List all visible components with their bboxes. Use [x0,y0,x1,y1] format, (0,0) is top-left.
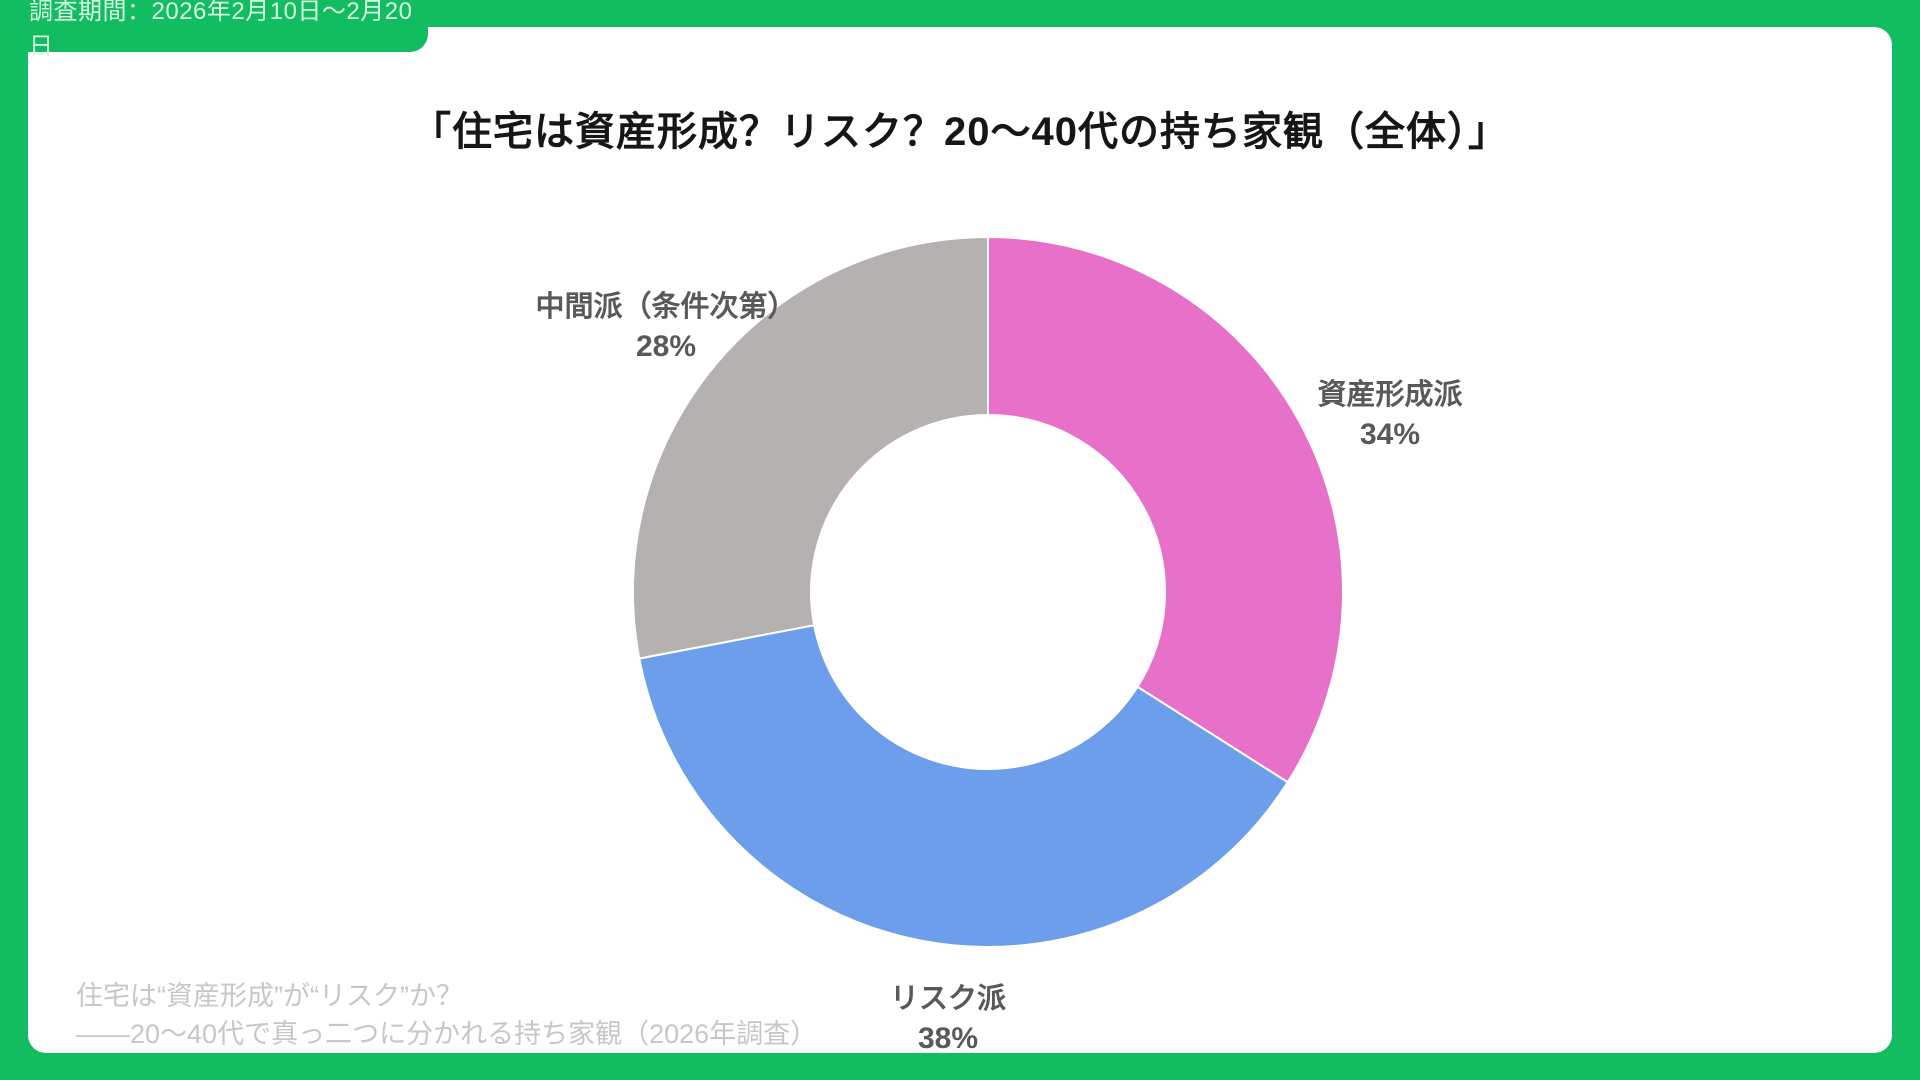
slice-label-risk-value: 38% [917,1022,979,1055]
survey-period-label: 調査期間：2026年2月10日〜2月20日 [29,0,413,60]
chart-title: 「住宅は資産形成？リスク？20〜40代の持ち家観（全体）」 [411,110,1509,154]
slice-label-shisan: 資産形成派 34% [1190,375,1590,455]
slice-label-shisan-value: 34% [1359,418,1421,451]
slice-label-shisan-name: 資産形成派 [1317,379,1463,411]
source-note: 住宅は“資産形成”が“リスク”か？ ——20〜40代で真っ二つに分かれる持ち家観… [76,977,817,1053]
source-note-line2: ——20〜40代で真っ二つに分かれる持ち家観（2026年調査） [76,1019,818,1049]
donut-slice-2 [632,235,989,660]
donut-chart [632,235,1345,948]
slice-label-risk-name: リスク派 [889,983,1006,1015]
slice-label-risk: リスク派 38% [748,979,1148,1059]
chart-card: 「住宅は資産形成？リスク？20〜40代の持ち家観（全体）」 中間派（条件次第） … [28,27,1892,1055]
donut-slice-1 [638,624,1290,948]
slice-label-chukan-value: 28% [635,330,697,363]
survey-period-badge: 調査期間：2026年2月10日〜2月20日 [0,0,428,60]
source-note-line1: 住宅は“資産形成”が“リスク”か？ [76,981,463,1011]
donut-slice-0 [987,235,1345,784]
slice-label-chukan-name: 中間派（条件次第） [535,291,797,323]
slice-label-chukan: 中間派（条件次第） 28% [466,287,866,367]
